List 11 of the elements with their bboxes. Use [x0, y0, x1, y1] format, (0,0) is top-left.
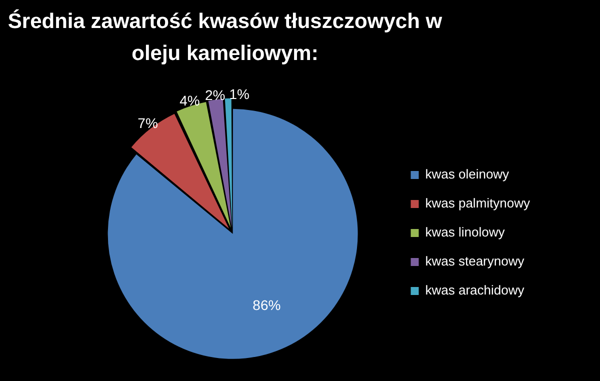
data-label: 1%	[229, 86, 250, 102]
legend-label: kwas linolowy	[425, 224, 506, 240]
data-label: 2%	[204, 86, 226, 103]
legend-label: kwas oleinowy	[425, 166, 510, 182]
data-label: 4%	[180, 92, 200, 109]
data-label: 86%	[252, 296, 281, 313]
legend-label: kwas arachidowy	[425, 282, 525, 298]
legend-label: kwas palmitynowy	[425, 196, 530, 211]
legend-label: kwas stearynowy	[425, 254, 525, 269]
data-label: 7%	[138, 114, 158, 131]
chart-title: Średnia zawartość kwasów tłuszczowych w oleju kameliowym:	[6, 8, 444, 67]
